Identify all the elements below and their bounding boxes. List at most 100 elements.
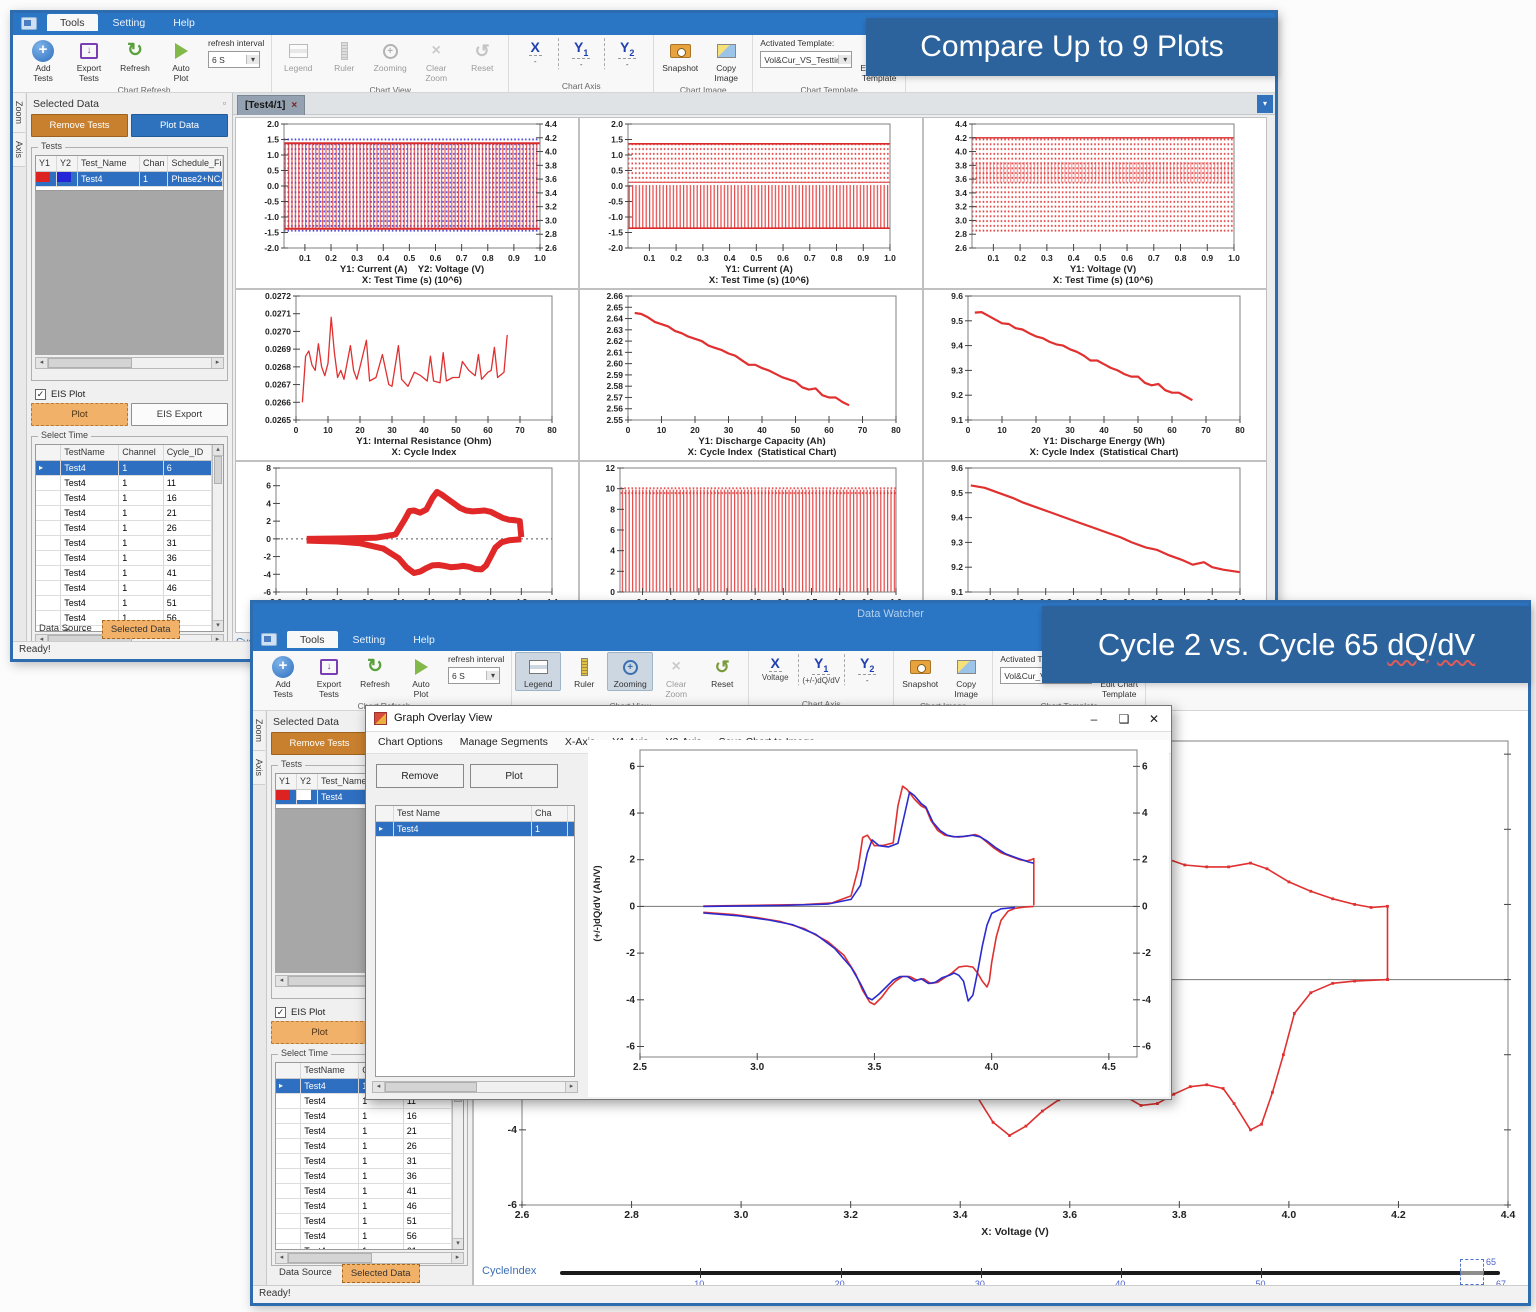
template-select[interactable]: Vol&Cur_VS_Testtime▾ <box>760 51 853 68</box>
w1-time-row[interactable]: Test4 1 46 <box>36 581 212 596</box>
tab-setting[interactable]: Setting <box>352 634 386 646</box>
tab-setting[interactable]: Setting <box>112 17 146 29</box>
w1-eis-export-button[interactable]: EIS Export <box>131 403 228 426</box>
menu-manage-segments[interactable]: Manage Segments <box>459 736 548 748</box>
app-menu-icon[interactable] <box>261 633 277 646</box>
ribbon-zooming-button[interactable]: + Zooming <box>607 652 654 691</box>
maximize-icon[interactable]: ❑ <box>1118 712 1130 726</box>
ribbon-axis-x-button[interactable]: X- <box>528 39 542 67</box>
w1-tab-selected-data[interactable]: Selected Data <box>101 620 180 639</box>
ribbon-axis-y1-button[interactable]: Y1 (+/-)dQ/dV <box>798 652 844 687</box>
side-tab-zoom[interactable]: Zoom <box>253 711 265 752</box>
w2-time-row[interactable]: Test4 1 36 <box>276 1169 452 1184</box>
w2-tab-data-source[interactable]: Data Source <box>279 1267 332 1278</box>
ribbon-refresh-button[interactable]: ↻ Refresh <box>360 656 390 689</box>
w2-eis-plot-button[interactable]: Plot <box>271 1021 368 1044</box>
side-tab-zoom[interactable]: Zoom <box>13 93 25 134</box>
w1-time-row[interactable]: Test4 1 36 <box>36 551 212 566</box>
chart-voltage-vs-time[interactable]: 0.1 0.2 0.3 0.4 0.5 0.6 0.7 0.8 0.9 1.0 2.6 2.8 3.0 3… <box>923 117 1267 289</box>
close-tab-icon[interactable]: × <box>291 100 298 111</box>
close-icon[interactable]: ✕ <box>1148 712 1160 726</box>
dialog-titlebar[interactable]: Graph Overlay View – ❑ ✕ <box>366 706 1171 732</box>
color-swatch[interactable] <box>36 172 50 182</box>
ribbon-refresh-button[interactable]: ↻ Refresh <box>120 40 150 73</box>
w1-tab-data-source[interactable]: Data Source <box>39 623 92 634</box>
ribbon-auto-plot-button[interactable]: Auto Plot <box>398 652 444 701</box>
w2-time-row[interactable]: Test4161 <box>276 1244 452 1249</box>
w2-time-row[interactable]: Test4 1 56 <box>276 1229 452 1244</box>
w2-remove-tests-button[interactable]: Remove Tests <box>271 732 368 755</box>
w2-time-row[interactable]: Test4 1 51 <box>276 1214 452 1229</box>
menu-chart-options[interactable]: Chart Options <box>378 736 443 748</box>
chart-current-voltage-vs-time[interactable]: 0.1 0.2 0.3 0.4 0.5 0.6 0.7 0.8 0.9 1.0 -2.0 -1.5 -1… <box>235 117 579 289</box>
ribbon-axis-y2-button[interactable]: Y2- <box>844 652 890 687</box>
dialog-test-row[interactable]: ▸ Test4 1 <box>376 822 574 837</box>
ribbon-axis-x-button[interactable]: X Voltage <box>761 655 789 683</box>
horizontal-scrollbar[interactable]: ◂▸ <box>275 1252 464 1264</box>
w2-time-row[interactable]: Test4 1 26 <box>276 1139 452 1154</box>
chart-discharge-energy[interactable]: 0 10 20 30 40 50 60 70 80 9.1 9.2 9.3 9.4 9.5 9.6 Y1: D… <box>923 289 1267 461</box>
ribbon-copy-image-button[interactable]: Copy Image <box>943 652 989 701</box>
w2-time-row[interactable]: Test4 1 21 <box>276 1124 452 1139</box>
ribbon-axis-y1-button[interactable]: Y1- <box>558 36 604 71</box>
side-tab-axis[interactable]: Axis <box>253 751 265 786</box>
w2-time-row[interactable]: Test4 1 41 <box>276 1184 452 1199</box>
w1-time-row[interactable]: Test4 1 41 <box>36 566 212 581</box>
chart-scroll-button[interactable]: ▾ <box>1257 95 1273 113</box>
ribbon-export-tests-button[interactable]: ↓ Export Tests <box>76 43 102 83</box>
ribbon-copy-image-button[interactable]: Copy Image <box>703 36 749 85</box>
ribbon-reset-button[interactable]: ↺ Reset <box>711 656 734 689</box>
refresh-interval-select[interactable]: 6 S ▾ <box>448 667 500 684</box>
w1-plot-data-button[interactable]: Plot Data <box>131 114 228 137</box>
horizontal-scrollbar[interactable]: ◂▸ <box>35 357 224 369</box>
side-tab-axis[interactable]: Axis <box>13 133 25 168</box>
refresh-interval-select[interactable]: 6 S ▾ <box>208 51 260 68</box>
ribbon-legend-button[interactable]: Legend <box>515 652 562 691</box>
tab-help[interactable]: Help <box>173 17 195 29</box>
w2-tab-selected-data[interactable]: Selected Data <box>341 1264 420 1283</box>
ribbon-axis-y2-button[interactable]: Y2- <box>604 36 650 71</box>
w1-eis-plot-button[interactable]: Plot <box>31 403 128 426</box>
tab-tools[interactable]: Tools <box>47 14 98 31</box>
vertical-scrollbar[interactable]: ▴▾ <box>212 445 223 631</box>
eis-plot-checkbox[interactable]: ✓ <box>275 1007 286 1018</box>
chart-discharge-capacity[interactable]: 0 10 20 30 40 50 60 70 80 2.55 2.56 2.57 2.58 2.59 2.6… <box>579 289 923 461</box>
w2-time-row[interactable]: Test4 1 31 <box>276 1154 452 1169</box>
ribbon-add-tests-button[interactable]: + Add Tests <box>32 40 54 83</box>
plot-button[interactable]: Plot <box>470 764 558 788</box>
minimize-icon[interactable]: – <box>1090 712 1098 726</box>
ribbon-ruler-button[interactable]: Ruler <box>561 652 607 691</box>
chart-overlay-dqdv[interactable]: 2.5 3.0 3.5 4.0 4.5 -6 -4 -2 0 2 4 6 -6 -4 -2 0 2 4 6 (+/-)… <box>588 740 1169 1097</box>
tab-tools[interactable]: Tools <box>287 631 338 648</box>
chart-current-vs-time[interactable]: 0.1 0.2 0.3 0.4 0.5 0.6 0.7 0.8 0.9 1.0 -2.0 -1.5 -1… <box>579 117 923 289</box>
cycle-slider-track[interactable] <box>560 1271 1500 1275</box>
menu-x-axis[interactable]: X-Axis <box>564 736 596 748</box>
w1-time-row[interactable]: ▸ Test4 1 6 <box>36 461 212 476</box>
w1-time-row[interactable]: Test4 1 16 <box>36 491 212 506</box>
tab-help[interactable]: Help <box>413 634 435 646</box>
w1-remove-tests-button[interactable]: Remove Tests <box>31 114 128 137</box>
w1-time-row[interactable]: Test4 1 26 <box>36 521 212 536</box>
eis-plot-checkbox[interactable]: ✓ <box>35 389 46 400</box>
app-menu-icon[interactable] <box>21 17 37 30</box>
w1-tests-row[interactable]: Test41Phase2+NCA18... <box>36 172 223 187</box>
cycle-slider-handle[interactable] <box>1459 1259 1484 1285</box>
w2-time-row[interactable]: Test4 1 16 <box>276 1109 452 1124</box>
ribbon-snapshot-button[interactable]: Snapshot <box>657 36 703 75</box>
chart-internal-resistance[interactable]: 0 10 20 30 40 50 60 70 80 0.0265 0.0266 0.0267 0.026… <box>235 289 579 461</box>
color-swatch[interactable] <box>56 172 71 182</box>
w1-time-row[interactable]: Test4 1 21 <box>36 506 212 521</box>
ribbon-snapshot-button[interactable]: Snapshot <box>897 652 943 691</box>
w1-time-row[interactable]: Test4 1 11 <box>36 476 212 491</box>
ribbon-export-tests-button[interactable]: ↓ Export Tests <box>316 659 342 699</box>
horizontal-scrollbar[interactable]: ◂▸ <box>372 1081 578 1093</box>
pin-icon[interactable]: ▫ <box>222 98 226 108</box>
ribbon-add-tests-button[interactable]: + Add Tests <box>272 656 294 699</box>
w1-time-row[interactable]: Test4 1 31 <box>36 536 212 551</box>
w1-time-row[interactable]: Test4 1 51 <box>36 596 212 611</box>
color-swatch[interactable] <box>296 790 311 800</box>
document-tab[interactable]: [Test4/1] × <box>237 95 306 115</box>
remove-button[interactable]: Remove <box>376 764 464 788</box>
w2-time-row[interactable]: Test4 1 46 <box>276 1199 452 1214</box>
color-swatch[interactable] <box>276 790 290 800</box>
